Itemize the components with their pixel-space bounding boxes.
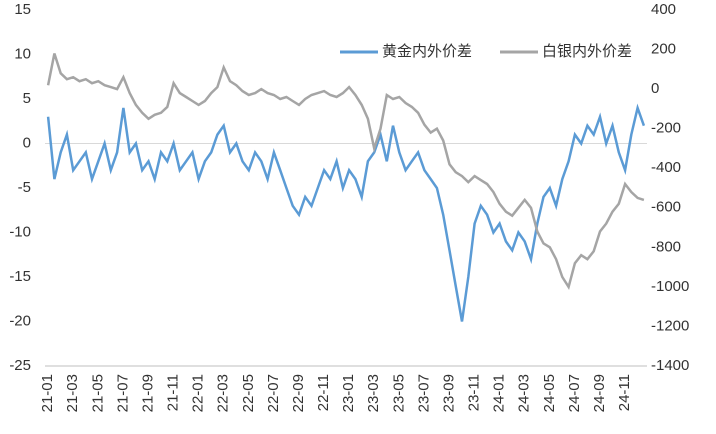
y-tick-label: 5 bbox=[23, 90, 31, 107]
y-tick-label: -5 bbox=[18, 179, 31, 196]
x-tick-label: 24-03 bbox=[516, 374, 533, 412]
y2-tick-label: 200 bbox=[651, 41, 676, 58]
y-tick-label: 0 bbox=[23, 134, 31, 151]
y2-tick-label: -1200 bbox=[651, 317, 689, 334]
x-tick-label: 22-05 bbox=[240, 374, 257, 412]
x-tick-label: 23-01 bbox=[340, 374, 357, 412]
line-series bbox=[46, 103, 646, 322]
x-tick-label: 23-09 bbox=[440, 374, 457, 412]
x-tick-label: 24-05 bbox=[541, 374, 558, 412]
x-tick-label: 21-07 bbox=[114, 374, 131, 412]
legend-label: 白银内外价差 bbox=[542, 43, 632, 60]
x-tick-label: 24-11 bbox=[616, 374, 633, 411]
y2-tick-label: -600 bbox=[651, 199, 681, 216]
x-tick-label: 23-11 bbox=[466, 374, 483, 411]
x-tick-label: 21-01 bbox=[39, 374, 56, 412]
y2-tick-label: -200 bbox=[651, 120, 681, 137]
x-tick-label: 24-07 bbox=[566, 374, 583, 412]
y2-tick-label: -800 bbox=[651, 238, 681, 255]
y-tick-label: -25 bbox=[9, 357, 31, 374]
x-tick-label: 22-01 bbox=[190, 374, 207, 412]
x-tick-label: 22-07 bbox=[265, 374, 282, 412]
x-tick-label: 24-09 bbox=[591, 374, 608, 412]
y2-tick-label: 400 bbox=[651, 1, 676, 18]
y-tick-label: -20 bbox=[9, 312, 31, 329]
y-tick-label: -15 bbox=[9, 268, 31, 285]
x-tick-label: 22-11 bbox=[315, 374, 332, 411]
y2-tick-label: -400 bbox=[651, 159, 681, 176]
y2-tick-label: -1400 bbox=[651, 357, 689, 374]
x-tick-label: 21-03 bbox=[64, 374, 81, 412]
legend-label: 黄金内外价差 bbox=[382, 43, 472, 60]
x-tick-label: 22-09 bbox=[290, 374, 307, 412]
x-tick-label: 23-05 bbox=[390, 374, 407, 412]
y-tick-label: -10 bbox=[9, 223, 31, 240]
x-tick-label: 22-03 bbox=[215, 374, 232, 412]
y-tick-label: 10 bbox=[14, 45, 31, 62]
x-tick-label: 23-03 bbox=[365, 374, 382, 412]
line-series bbox=[46, 53, 645, 290]
x-tick-label: 23-07 bbox=[415, 374, 432, 412]
y2-tick-label: 0 bbox=[651, 80, 659, 97]
x-tick-label: 21-09 bbox=[139, 374, 156, 412]
x-tick-label: 21-11 bbox=[165, 374, 182, 411]
x-tick-label: 24-01 bbox=[491, 374, 508, 412]
x-tick-label: 21-05 bbox=[89, 374, 106, 412]
y2-tick-label: -1000 bbox=[651, 278, 689, 295]
y-tick-label: 15 bbox=[14, 1, 31, 18]
